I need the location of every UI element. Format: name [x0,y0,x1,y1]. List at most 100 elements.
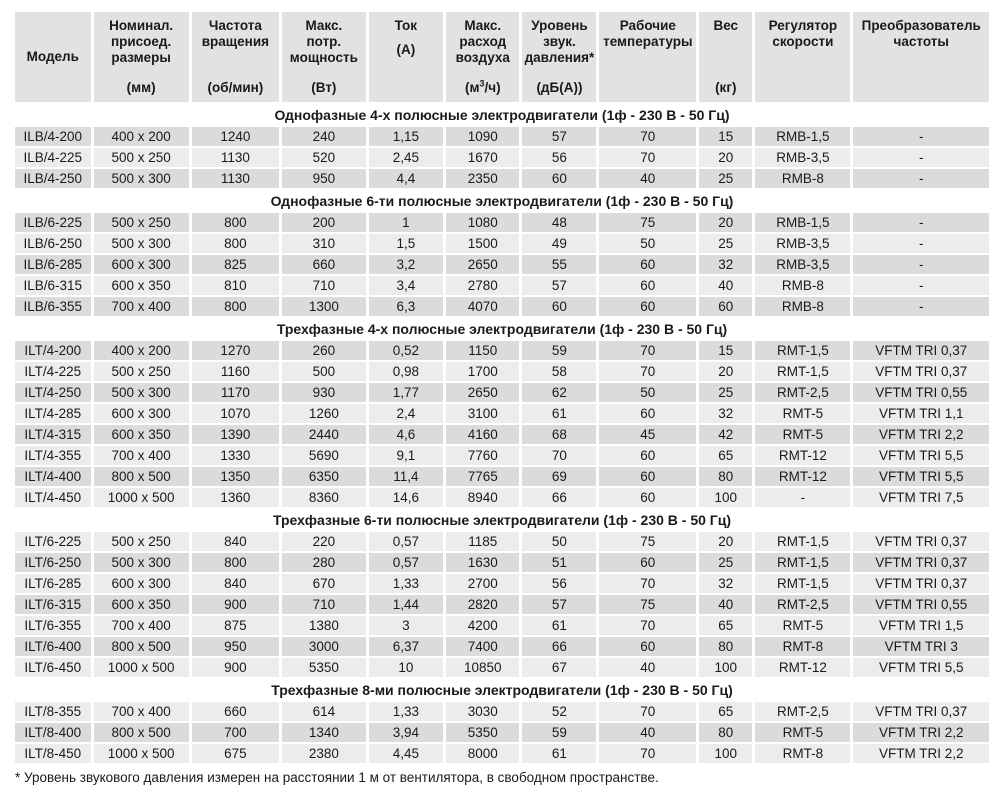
cell-temperature: 60 [599,488,697,507]
cell-current: 1,77 [368,383,444,402]
cell-weight: 25 [699,234,753,253]
cell-noise: 61 [522,404,597,423]
section-title-row: Трехфазные 4-х полюсные электродвигатели… [15,318,989,339]
table-row: ILB/6-315 600 x 350 810 710 3,4 2780 57 60 40 RMB… [15,276,989,295]
table-row: ILB/6-285 600 x 300 825 660 3,2 2650 55 60 32 RMB… [15,255,989,274]
cell-converter: VFTM TRI 3 [853,637,989,656]
cell-temperature: 75 [599,595,697,614]
cell-airflow: 2350 [446,169,520,188]
cell-rpm: 1350 [191,467,280,486]
cell-temperature: 70 [599,616,697,635]
cell-regulator: - [755,488,851,507]
cell-weight: 80 [699,637,753,656]
cell-current: 0,57 [368,532,444,551]
table-row: ILB/4-250 500 x 300 1130 950 4,4 2350 60 40 25 RM… [15,169,989,188]
cell-airflow: 1500 [446,234,520,253]
cell-airflow: 3030 [446,702,520,721]
cell-rpm: 1330 [191,446,280,465]
cell-noise: 62 [522,383,597,402]
cell-noise: 66 [522,488,597,507]
cell-rpm: 1240 [191,127,280,146]
cell-dimensions: 600 x 350 [93,425,189,444]
cell-rpm: 1160 [191,362,280,381]
cell-airflow: 1080 [446,213,520,232]
cell-weight: 20 [699,213,753,232]
cell-model: ILT/4-250 [15,383,91,402]
cell-noise: 59 [522,341,597,360]
cell-dimensions: 500 x 250 [93,213,189,232]
cell-converter: VFTM TRI 0,55 [853,595,989,614]
cell-temperature: 70 [599,148,697,167]
table-row: ILB/6-355 700 x 400 800 1300 6,3 4070 60 60 60 RM… [15,297,989,316]
cell-power: 5690 [282,446,366,465]
cell-weight: 80 [699,723,753,742]
cell-airflow: 4160 [446,425,520,444]
cell-airflow: 3100 [446,404,520,423]
table-row: ILT/8-450 1000 x 500 675 2380 4,45 8000 61 70 10… [15,744,989,763]
cell-power: 260 [282,341,366,360]
cell-current: 3 [368,616,444,635]
spec-table: Модель Номинал. присоед. размеры (мм) Частота… [12,10,992,765]
table-row: ILT/8-355 700 x 400 660 614 1,33 3030 52 70 65 RM… [15,702,989,721]
cell-current: 4,4 [368,169,444,188]
cell-current: 2,4 [368,404,444,423]
cell-airflow: 2820 [446,595,520,614]
section-title-row: Однофазные 4-х полюсные электродвигатели… [15,104,989,125]
cell-power: 500 [282,362,366,381]
table-body: Однофазные 4-х полюсные электродвигатели… [15,104,989,763]
cell-model: ILT/4-225 [15,362,91,381]
cell-weight: 65 [699,702,753,721]
cell-noise: 57 [522,127,597,146]
cell-converter: - [853,255,989,274]
cell-rpm: 810 [191,276,280,295]
cell-regulator: RMT-8 [755,637,851,656]
cell-power: 5350 [282,658,366,677]
cell-current: 6,37 [368,637,444,656]
cell-noise: 70 [522,446,597,465]
cell-power: 520 [282,148,366,167]
cell-temperature: 70 [599,744,697,763]
cell-current: 3,2 [368,255,444,274]
header-row: Модель Номинал. присоед. размеры (мм) Частота… [15,12,989,102]
cell-regulator: RMB-3,5 [755,234,851,253]
cell-noise: 56 [522,148,597,167]
cell-noise: 49 [522,234,597,253]
column-header-converter: Преобразователь частоты [853,12,989,102]
cell-noise: 67 [522,658,597,677]
cell-weight: 80 [699,467,753,486]
cell-dimensions: 500 x 250 [93,532,189,551]
cell-airflow: 7760 [446,446,520,465]
cell-dimensions: 500 x 300 [93,169,189,188]
cell-power: 3000 [282,637,366,656]
cell-regulator: RMT-2,5 [755,383,851,402]
column-header-power: Макс. потр. мощность (Вт) [282,12,366,102]
cell-temperature: 60 [599,404,697,423]
cell-noise: 50 [522,532,597,551]
cell-converter: VFTM TRI 1,1 [853,404,989,423]
cell-airflow: 2650 [446,383,520,402]
cell-power: 200 [282,213,366,232]
table-row: ILB/6-250 500 x 300 800 310 1,5 1500 49 50 25 RMB… [15,234,989,253]
section-title: Трехфазные 8-ми полюсные электродвигател… [15,679,989,700]
cell-rpm: 1130 [191,169,280,188]
cell-dimensions: 1000 x 500 [93,488,189,507]
cell-converter: VFTM TRI 0,55 [853,383,989,402]
column-header-temperature: Рабочие температуры [599,12,697,102]
column-header-current: Ток (А) [368,12,444,102]
cell-dimensions: 1000 x 500 [93,658,189,677]
cell-regulator: RMT-1,5 [755,362,851,381]
cell-temperature: 50 [599,383,697,402]
cell-current: 1,33 [368,574,444,593]
cell-rpm: 840 [191,532,280,551]
cell-weight: 65 [699,616,753,635]
cell-converter: VFTM TRI 0,37 [853,702,989,721]
table-row: ILT/8-400 800 x 500 700 1340 3,94 5350 59 40 80 R… [15,723,989,742]
cell-dimensions: 500 x 300 [93,383,189,402]
cell-model: ILT/4-355 [15,446,91,465]
cell-converter: VFTM TRI 7,5 [853,488,989,507]
cell-power: 930 [282,383,366,402]
cell-rpm: 800 [191,234,280,253]
cell-rpm: 1270 [191,341,280,360]
cell-power: 670 [282,574,366,593]
cell-rpm: 700 [191,723,280,742]
